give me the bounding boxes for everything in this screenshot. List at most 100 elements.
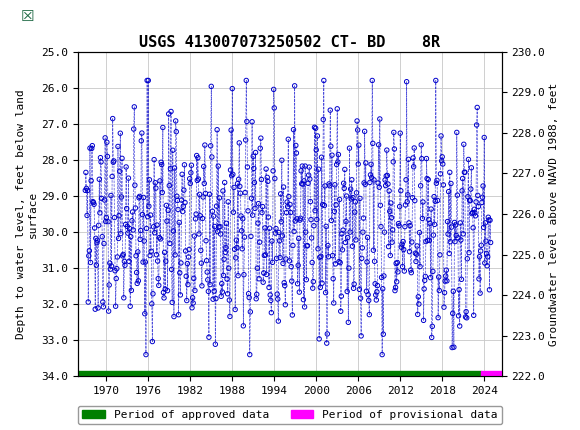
Point xyxy=(263,174,272,181)
Point xyxy=(481,238,491,245)
Point xyxy=(302,276,311,283)
Point xyxy=(486,239,495,246)
Point xyxy=(219,256,229,263)
Point xyxy=(402,78,411,85)
Point xyxy=(399,246,408,253)
Point xyxy=(227,172,236,179)
Point xyxy=(109,157,118,164)
Point xyxy=(269,167,278,174)
Point xyxy=(204,288,213,295)
Point xyxy=(157,161,166,168)
Point xyxy=(401,202,410,209)
Point xyxy=(224,265,233,272)
Point xyxy=(103,153,112,160)
Point xyxy=(168,147,177,154)
Point xyxy=(138,211,147,218)
Point xyxy=(387,214,396,221)
Point xyxy=(365,179,375,186)
Point xyxy=(359,215,368,221)
Point xyxy=(413,311,422,318)
Point xyxy=(121,163,130,170)
Point xyxy=(229,209,238,216)
Point xyxy=(443,230,452,237)
Point xyxy=(423,176,433,183)
Point xyxy=(128,217,137,224)
Point xyxy=(472,122,481,129)
Point xyxy=(276,254,285,261)
Point xyxy=(473,104,482,111)
Point xyxy=(320,182,329,189)
Point xyxy=(325,107,335,114)
Point xyxy=(411,250,420,257)
Point xyxy=(440,278,450,285)
Point xyxy=(286,209,295,216)
Point xyxy=(382,172,391,179)
Point xyxy=(122,223,132,230)
Point xyxy=(357,255,367,262)
Point xyxy=(201,190,210,197)
Point xyxy=(209,288,219,295)
Point xyxy=(297,180,306,187)
Point xyxy=(364,297,374,304)
Point xyxy=(157,159,166,166)
Point xyxy=(424,216,433,223)
Point xyxy=(415,263,425,270)
Point xyxy=(465,197,474,204)
Point xyxy=(365,311,374,318)
Point xyxy=(374,141,383,148)
Point xyxy=(85,247,94,254)
Point xyxy=(164,111,173,117)
Point xyxy=(144,77,153,84)
Point xyxy=(133,280,142,287)
Point xyxy=(225,313,234,320)
Point xyxy=(305,175,314,182)
Point xyxy=(245,351,255,358)
Point xyxy=(335,196,344,203)
Point xyxy=(129,126,139,132)
Point xyxy=(480,134,489,141)
Point xyxy=(304,164,314,171)
Point xyxy=(367,174,376,181)
Point xyxy=(401,176,411,183)
Point xyxy=(256,145,265,152)
Point xyxy=(174,311,183,318)
Point xyxy=(144,203,154,210)
Bar xyxy=(481,371,502,376)
Point xyxy=(102,214,111,221)
Point xyxy=(403,198,412,205)
Point xyxy=(128,209,137,215)
Point xyxy=(484,214,493,221)
Point xyxy=(256,135,266,141)
Point xyxy=(468,209,477,216)
Point xyxy=(474,276,484,283)
Point xyxy=(477,242,486,249)
Point xyxy=(416,141,426,148)
Point xyxy=(483,253,492,260)
Point xyxy=(136,236,145,243)
Point xyxy=(205,281,215,288)
Point xyxy=(450,344,459,350)
Point xyxy=(188,300,198,307)
Point xyxy=(121,221,130,228)
Point xyxy=(386,200,396,206)
Point xyxy=(433,197,442,204)
Point xyxy=(315,254,324,261)
Point xyxy=(448,344,457,351)
Point xyxy=(213,163,223,169)
Point xyxy=(111,275,121,282)
Point xyxy=(282,209,291,216)
Point xyxy=(226,127,235,134)
Point xyxy=(307,259,317,266)
Point xyxy=(227,85,237,92)
Point xyxy=(113,143,122,150)
Point xyxy=(153,258,162,264)
Point xyxy=(272,255,281,262)
Point xyxy=(434,273,443,280)
Point xyxy=(221,244,230,251)
Point xyxy=(469,224,478,231)
Point xyxy=(397,244,406,251)
Point xyxy=(250,179,259,186)
Point xyxy=(451,221,461,228)
Point xyxy=(253,265,262,272)
Point xyxy=(435,252,444,258)
